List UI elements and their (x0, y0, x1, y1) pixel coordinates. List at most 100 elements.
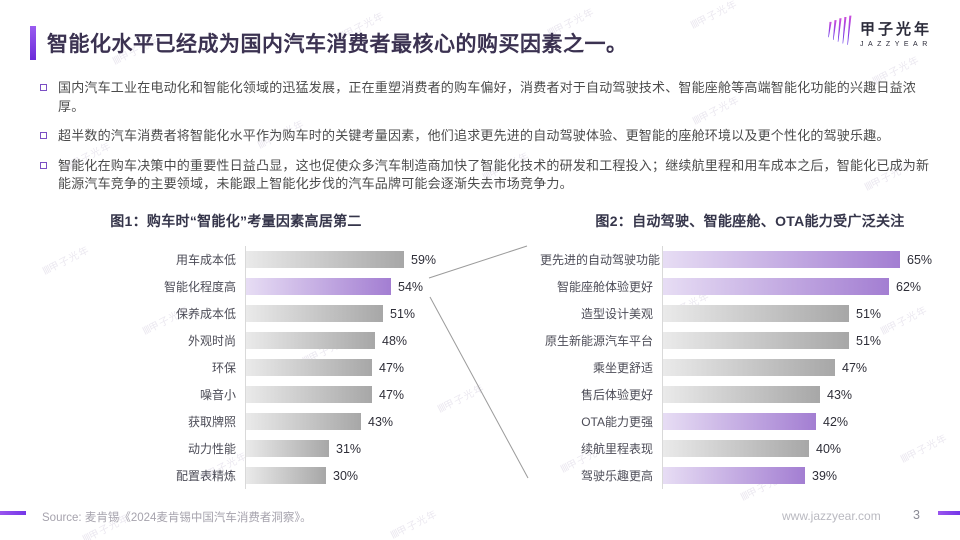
bar (246, 332, 375, 349)
footer-right-dash (938, 511, 960, 515)
bar-row: 环保 47% (60, 354, 460, 381)
bar-value: 47% (379, 387, 405, 402)
title-accent-bar (30, 26, 36, 60)
bullet-square-icon (40, 161, 47, 169)
footer-left-dash (0, 511, 26, 515)
bar-label: 乘坐更舒适 (592, 361, 653, 375)
bar-value: 39% (812, 468, 838, 483)
bar-row: 售后体验更好 43% (540, 381, 954, 408)
bar-label: 保养成本低 (175, 307, 236, 321)
bar-value: 51% (856, 306, 882, 321)
source-text: Source: 麦肯锡《2024麦肯锡中国汽车消费者洞察》。 (42, 512, 312, 524)
bar (246, 467, 326, 484)
bar-label: 原生新能源汽车平台 (544, 334, 653, 348)
bar-value: 59% (411, 252, 437, 267)
page-number: 3 (913, 508, 920, 522)
bar-value: 47% (379, 360, 405, 375)
bar-value: 47% (842, 360, 868, 375)
bar-row: 驾驶乐趣更高 39% (540, 462, 954, 489)
bar-value: 40% (816, 441, 842, 456)
bar-label: 噪音小 (199, 388, 236, 402)
chart1-title: 图1：购车时“智能化”考量因素高居第二 (110, 213, 362, 229)
bar-row: 造型设计美观 51% (540, 300, 954, 327)
bullet-item: 超半数的汽车消费者将智能化水平作为购车时的关键考量因素，他们追求更先进的自动驾驶… (40, 127, 932, 146)
bar-value: 51% (390, 306, 416, 321)
bar-row: 更先进的自动驾驶功能 65% (540, 246, 954, 273)
chart2-bars: 更先进的自动驾驶功能 65% 智能座舱体验更好 62% 造型设计美观 51% 原生新能源汽车… (540, 246, 954, 489)
bar (663, 467, 805, 484)
bar-row: 配置表精炼 30% (60, 462, 460, 489)
bar-area: 48% (245, 327, 460, 354)
bar-area: 51% (662, 300, 954, 327)
bar-value: 43% (368, 414, 394, 429)
bar-row: 噪音小 47% (60, 381, 460, 408)
bar-label: 续航里程表现 (580, 442, 653, 456)
bullet-text: 超半数的汽车消费者将智能化水平作为购车时的关键考量因素，他们追求更先进的自动驾驶… (58, 128, 890, 143)
bar-row: 获取牌照 43% (60, 408, 460, 435)
bar-row: 动力性能 31% (60, 435, 460, 462)
bar (246, 413, 361, 430)
bar (246, 278, 391, 295)
bullet-text: 国内汽车工业在电动化和智能化领域的迅猛发展，正在重塑消费者的购车偏好，消费者对于… (58, 80, 917, 114)
bar-value: 31% (336, 441, 362, 456)
bullet-text: 智能化在购车决策中的重要性日益凸显，这也促使众多汽车制造商加快了智能化技术的研发… (58, 157, 930, 192)
bar (663, 413, 816, 430)
page-title: 智能化水平已经成为国内汽车消费者最核心的购买因素之一。 (47, 33, 628, 56)
bar-value: 43% (827, 387, 853, 402)
chart2-title: 图2：自动驾驶、智能座舱、OTA能力受广泛关注 (595, 213, 905, 229)
bar-area: 62% (662, 273, 954, 300)
bar-area: 39% (662, 462, 954, 489)
bar-area: 42% (662, 408, 954, 435)
bar-area: 59% (245, 246, 460, 273)
bar-area: 54% (245, 273, 460, 300)
bar-label: 配置表精炼 (175, 469, 236, 483)
logo: 甲子光年 JAZZYEAR (825, 12, 932, 53)
bar (246, 305, 383, 322)
bar (663, 332, 849, 349)
bar-value: 51% (856, 333, 882, 348)
bar-row: 续航里程表现 40% (540, 435, 954, 462)
bar-label: 获取牌照 (187, 415, 236, 429)
bullet-item: 智能化在购车决策中的重要性日益凸显，这也促使众多汽车制造商加快了智能化技术的研发… (40, 157, 932, 194)
bar (663, 278, 889, 295)
logo-name: 甲子光年 (859, 20, 932, 38)
bar (663, 440, 809, 457)
bar-value: 48% (382, 333, 408, 348)
bar-row: 智能化程度高 54% (60, 273, 460, 300)
bar-row: 智能座舱体验更好 62% (540, 273, 954, 300)
logo-text-block: 甲子光年 JAZZYEAR (860, 18, 932, 48)
bar-area: 43% (662, 381, 954, 408)
bar-area: 47% (245, 354, 460, 381)
bar-area: 47% (662, 354, 954, 381)
bar-label: 智能座舱体验更好 (556, 280, 653, 294)
jazzyear-spikes-icon (825, 12, 852, 53)
website-url: www.jazzyear.com (782, 509, 881, 523)
bar-row: 原生新能源汽车平台 51% (540, 327, 954, 354)
bar-area: 47% (245, 381, 460, 408)
bar-label: 智能化程度高 (163, 280, 236, 294)
bar-label: OTA能力更强 (581, 415, 653, 429)
bar-label: 用车成本低 (175, 253, 236, 267)
bar-area: 31% (245, 435, 460, 462)
logo-subtitle: JAZZYEAR (859, 40, 932, 48)
bullet-square-icon (40, 132, 47, 139)
bar-label: 环保 (211, 361, 236, 375)
bar-area: 40% (662, 435, 954, 462)
bar (663, 251, 900, 268)
bar (663, 386, 820, 403)
bar (246, 386, 372, 403)
bar-row: 用车成本低 59% (60, 246, 460, 273)
bar-row: OTA能力更强 42% (540, 408, 954, 435)
bar-label: 动力性能 (187, 442, 236, 456)
chart1-bars: 用车成本低 59% 智能化程度高 54% 保养成本低 51% 外观时尚 48% 环保 47% 噪音小… (60, 246, 460, 489)
watermark: 甲子光年 (687, 0, 740, 32)
bar-value: 62% (896, 279, 922, 294)
bullet-list: 国内汽车工业在电动化和智能化领域的迅猛发展，正在重塑消费者的购车偏好，消费者对于… (40, 79, 932, 205)
bar (246, 251, 404, 268)
bullet-item: 国内汽车工业在电动化和智能化领域的迅猛发展，正在重塑消费者的购车偏好，消费者对于… (40, 79, 932, 116)
bar-value: 54% (398, 279, 424, 294)
watermark: 甲子光年 (387, 505, 440, 540)
bar-area: 30% (245, 462, 460, 489)
bar-area: 51% (245, 300, 460, 327)
